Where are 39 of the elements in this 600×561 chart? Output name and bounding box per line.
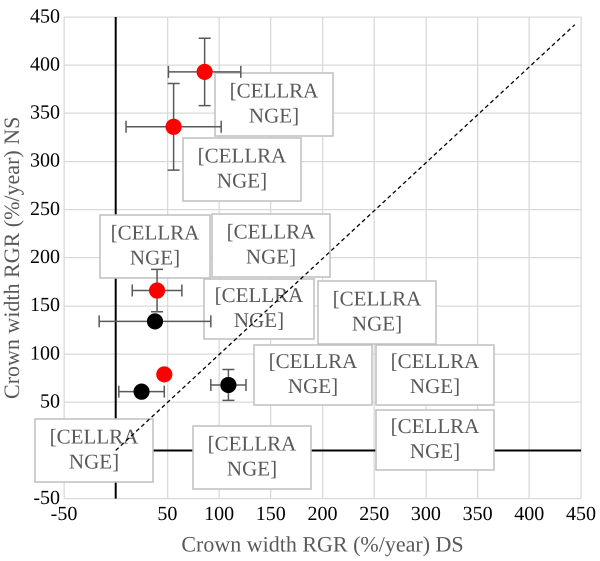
point xyxy=(156,366,172,382)
x-tick-label: 400 xyxy=(514,502,544,525)
y-tick-label: 200 xyxy=(30,246,60,268)
point xyxy=(146,313,163,330)
annotation: [CELLRANGE] xyxy=(50,424,140,474)
annotation: [CELLRANGE] xyxy=(110,220,200,270)
x-tick-label: 250 xyxy=(359,502,390,525)
x-tick-label: 450 xyxy=(566,502,596,525)
x-tick-label: 200 xyxy=(308,502,338,525)
annotation: [CELLRANGE] xyxy=(332,286,422,336)
point xyxy=(196,64,213,80)
annotation: [CELLRANGE] xyxy=(198,144,288,193)
annotation: [CELLRANGE] xyxy=(390,349,480,398)
y-tick-label: 400 xyxy=(30,53,60,76)
point xyxy=(220,376,236,393)
annotation: [CELLRANGE] xyxy=(268,349,358,398)
annotation: [CELLRANGE] xyxy=(214,283,304,332)
annotation: [CELLRANGE] xyxy=(230,78,320,128)
annotation: [CELLRANGE] xyxy=(208,432,298,481)
x-tick-label: 150 xyxy=(256,502,286,525)
y-tick-label: 100 xyxy=(30,342,60,364)
point xyxy=(134,384,150,400)
x-tick-label: 50 xyxy=(157,502,178,525)
y-tick-label: 350 xyxy=(30,102,60,124)
y-axis-title: Crown width RGR (%/year) NS xyxy=(0,116,24,399)
x-axis-title: Crown width RGR (%/year) DS xyxy=(181,532,464,557)
point xyxy=(166,118,182,135)
x-tick-label: 300 xyxy=(410,502,441,525)
y-tick-label: 150 xyxy=(30,294,60,316)
annotation: [CELLRANGE] xyxy=(226,220,316,269)
y-tick-label: 250 xyxy=(30,198,60,220)
y-tick-label: 300 xyxy=(30,150,60,172)
x-tick-label: 350 xyxy=(462,502,493,525)
point xyxy=(149,282,166,299)
annotation: [CELLRANGE] xyxy=(390,414,480,464)
y-tick-label: 450 xyxy=(30,5,60,28)
x-tick-label: 100 xyxy=(204,502,234,525)
y-tick-label: -50 xyxy=(33,486,60,509)
y-tick-label: 50 xyxy=(40,390,60,413)
